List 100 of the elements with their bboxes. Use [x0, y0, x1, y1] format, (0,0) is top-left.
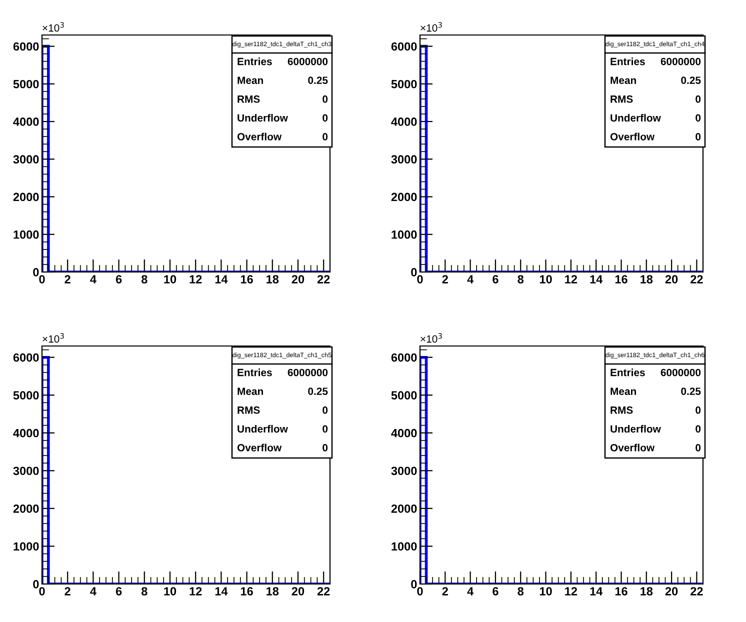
y-tick-label: 1000: [392, 230, 417, 239]
x-tick-label: 4: [90, 275, 96, 284]
annotation: Underflow: [238, 114, 288, 122]
x-tick-label: 16: [615, 275, 628, 284]
x-tick-label: 20: [665, 275, 678, 284]
text: ×10$^{3}$: [42, 22, 64, 32]
y-tick-label: 0: [33, 580, 39, 588]
y-tick-label: 2000: [13, 192, 39, 202]
y-tick-label: 3000: [391, 466, 417, 476]
annotation: 0: [322, 133, 328, 140]
x-tick-label: 22: [690, 587, 703, 596]
annotation: 0: [696, 95, 701, 103]
annotation: 0: [322, 95, 328, 103]
x-tick-label: 0: [39, 587, 45, 596]
x-tick-label: 12: [190, 275, 202, 284]
text: ×10$^{3}$: [420, 333, 442, 343]
annotation: 6000000: [660, 58, 701, 66]
x-tick-label: 6: [116, 275, 122, 284]
annotation: Underflow: [610, 114, 661, 122]
x-tick-label: 22: [690, 275, 703, 284]
annotation: 0.25: [681, 76, 701, 84]
annotation: Overflow: [237, 132, 282, 140]
annotation: 0: [696, 133, 701, 140]
y-tick-label: 4000: [391, 428, 417, 438]
x-tick-label: 20: [665, 587, 678, 596]
x-tick-label: 14: [590, 275, 603, 284]
annotation: 6000000: [288, 368, 328, 376]
x-tick-label: 18: [640, 587, 653, 596]
y-tick-label: 6000: [13, 42, 39, 51]
y-tick-label: 1000: [14, 230, 39, 239]
y-tick-label: 5000: [13, 391, 39, 400]
y-tick-label: 4000: [13, 428, 39, 438]
x-tick-label: 18: [640, 275, 653, 284]
x-tick-label: 0: [39, 275, 45, 284]
y-tick-label: 3000: [13, 466, 39, 476]
annotation: RMS: [610, 406, 633, 414]
annotation: RMS: [610, 95, 633, 103]
annotation: Overflow: [237, 444, 282, 452]
annotation: Underflow: [610, 424, 661, 433]
annotation: 0: [696, 114, 701, 122]
x-tick-label: 6: [492, 587, 498, 596]
y-tick-label: 1000: [14, 542, 39, 551]
y-tick-label: 0: [411, 268, 417, 276]
annotation: RMS: [238, 406, 260, 414]
x-tick-label: 12: [565, 275, 578, 284]
annotation: 6000000: [288, 58, 328, 66]
y-tick-label: 0: [411, 580, 417, 588]
annotation: 0: [322, 114, 328, 122]
annotation: 0: [696, 444, 701, 452]
y-tick-label: 5000: [391, 391, 417, 400]
y-tick-label: 6000: [391, 42, 417, 51]
annotation: 0: [322, 406, 328, 414]
annotation: 0: [322, 444, 328, 452]
annotation: 0: [322, 425, 328, 433]
y-tick-label: 6000: [391, 353, 417, 362]
annotation: Entries: [610, 368, 645, 376]
x-tick-label: 22: [317, 587, 330, 596]
x-tick-label: 4: [90, 587, 96, 596]
x-tick-label: 8: [518, 587, 524, 596]
x-tick-label: 18: [266, 587, 279, 596]
x-tick-label: 16: [615, 587, 628, 596]
x-tick-label: 4: [467, 587, 474, 596]
annotation: 0.25: [308, 388, 328, 395]
y-tick-label: 4000: [391, 118, 417, 126]
annotation: RMS: [238, 95, 260, 103]
x-tick-label: 14: [590, 587, 603, 596]
annotation: Mean: [610, 76, 636, 84]
text: ×10$^{3}$: [42, 333, 64, 343]
annotation: Mean: [238, 388, 263, 395]
annotation: Underflow: [238, 424, 288, 433]
x-tick-label: 14: [215, 275, 228, 284]
text: ×10$^{3}$: [420, 22, 442, 32]
x-tick-label: 20: [292, 275, 304, 284]
y-tick-label: 2000: [391, 504, 417, 513]
y-tick-label: 3000: [391, 155, 417, 164]
x-tick-label: 6: [492, 275, 498, 284]
x-tick-label: 2: [64, 275, 70, 284]
x-tick-label: 10: [164, 587, 176, 596]
annotation: Entries: [238, 58, 272, 66]
y-tick-label: 5000: [391, 80, 417, 88]
y-tick-label: 5000: [13, 80, 39, 88]
annotation: Mean: [238, 76, 263, 84]
x-tick-label: 14: [215, 587, 228, 596]
annotation: Overflow: [610, 444, 655, 452]
annotation: 0.25: [681, 388, 701, 395]
annotation: Entries: [610, 58, 645, 66]
x-tick-label: 8: [518, 275, 524, 284]
annotation: 0: [696, 406, 701, 414]
annotation: 0.25: [308, 76, 328, 84]
x-tick-label: 20: [292, 587, 304, 596]
annotation: 6000000: [660, 368, 701, 376]
x-tick-label: 16: [240, 587, 253, 596]
x-tick-label: 10: [540, 275, 552, 284]
annotation: Overflow: [610, 132, 655, 140]
annotation: Entries: [238, 368, 272, 376]
y-tick-label: 2000: [13, 504, 39, 513]
x-tick-label: 16: [240, 275, 253, 284]
y-tick-label: 0: [33, 268, 39, 276]
y-tick-label: 1000: [392, 542, 417, 551]
x-tick-label: 8: [141, 275, 148, 284]
